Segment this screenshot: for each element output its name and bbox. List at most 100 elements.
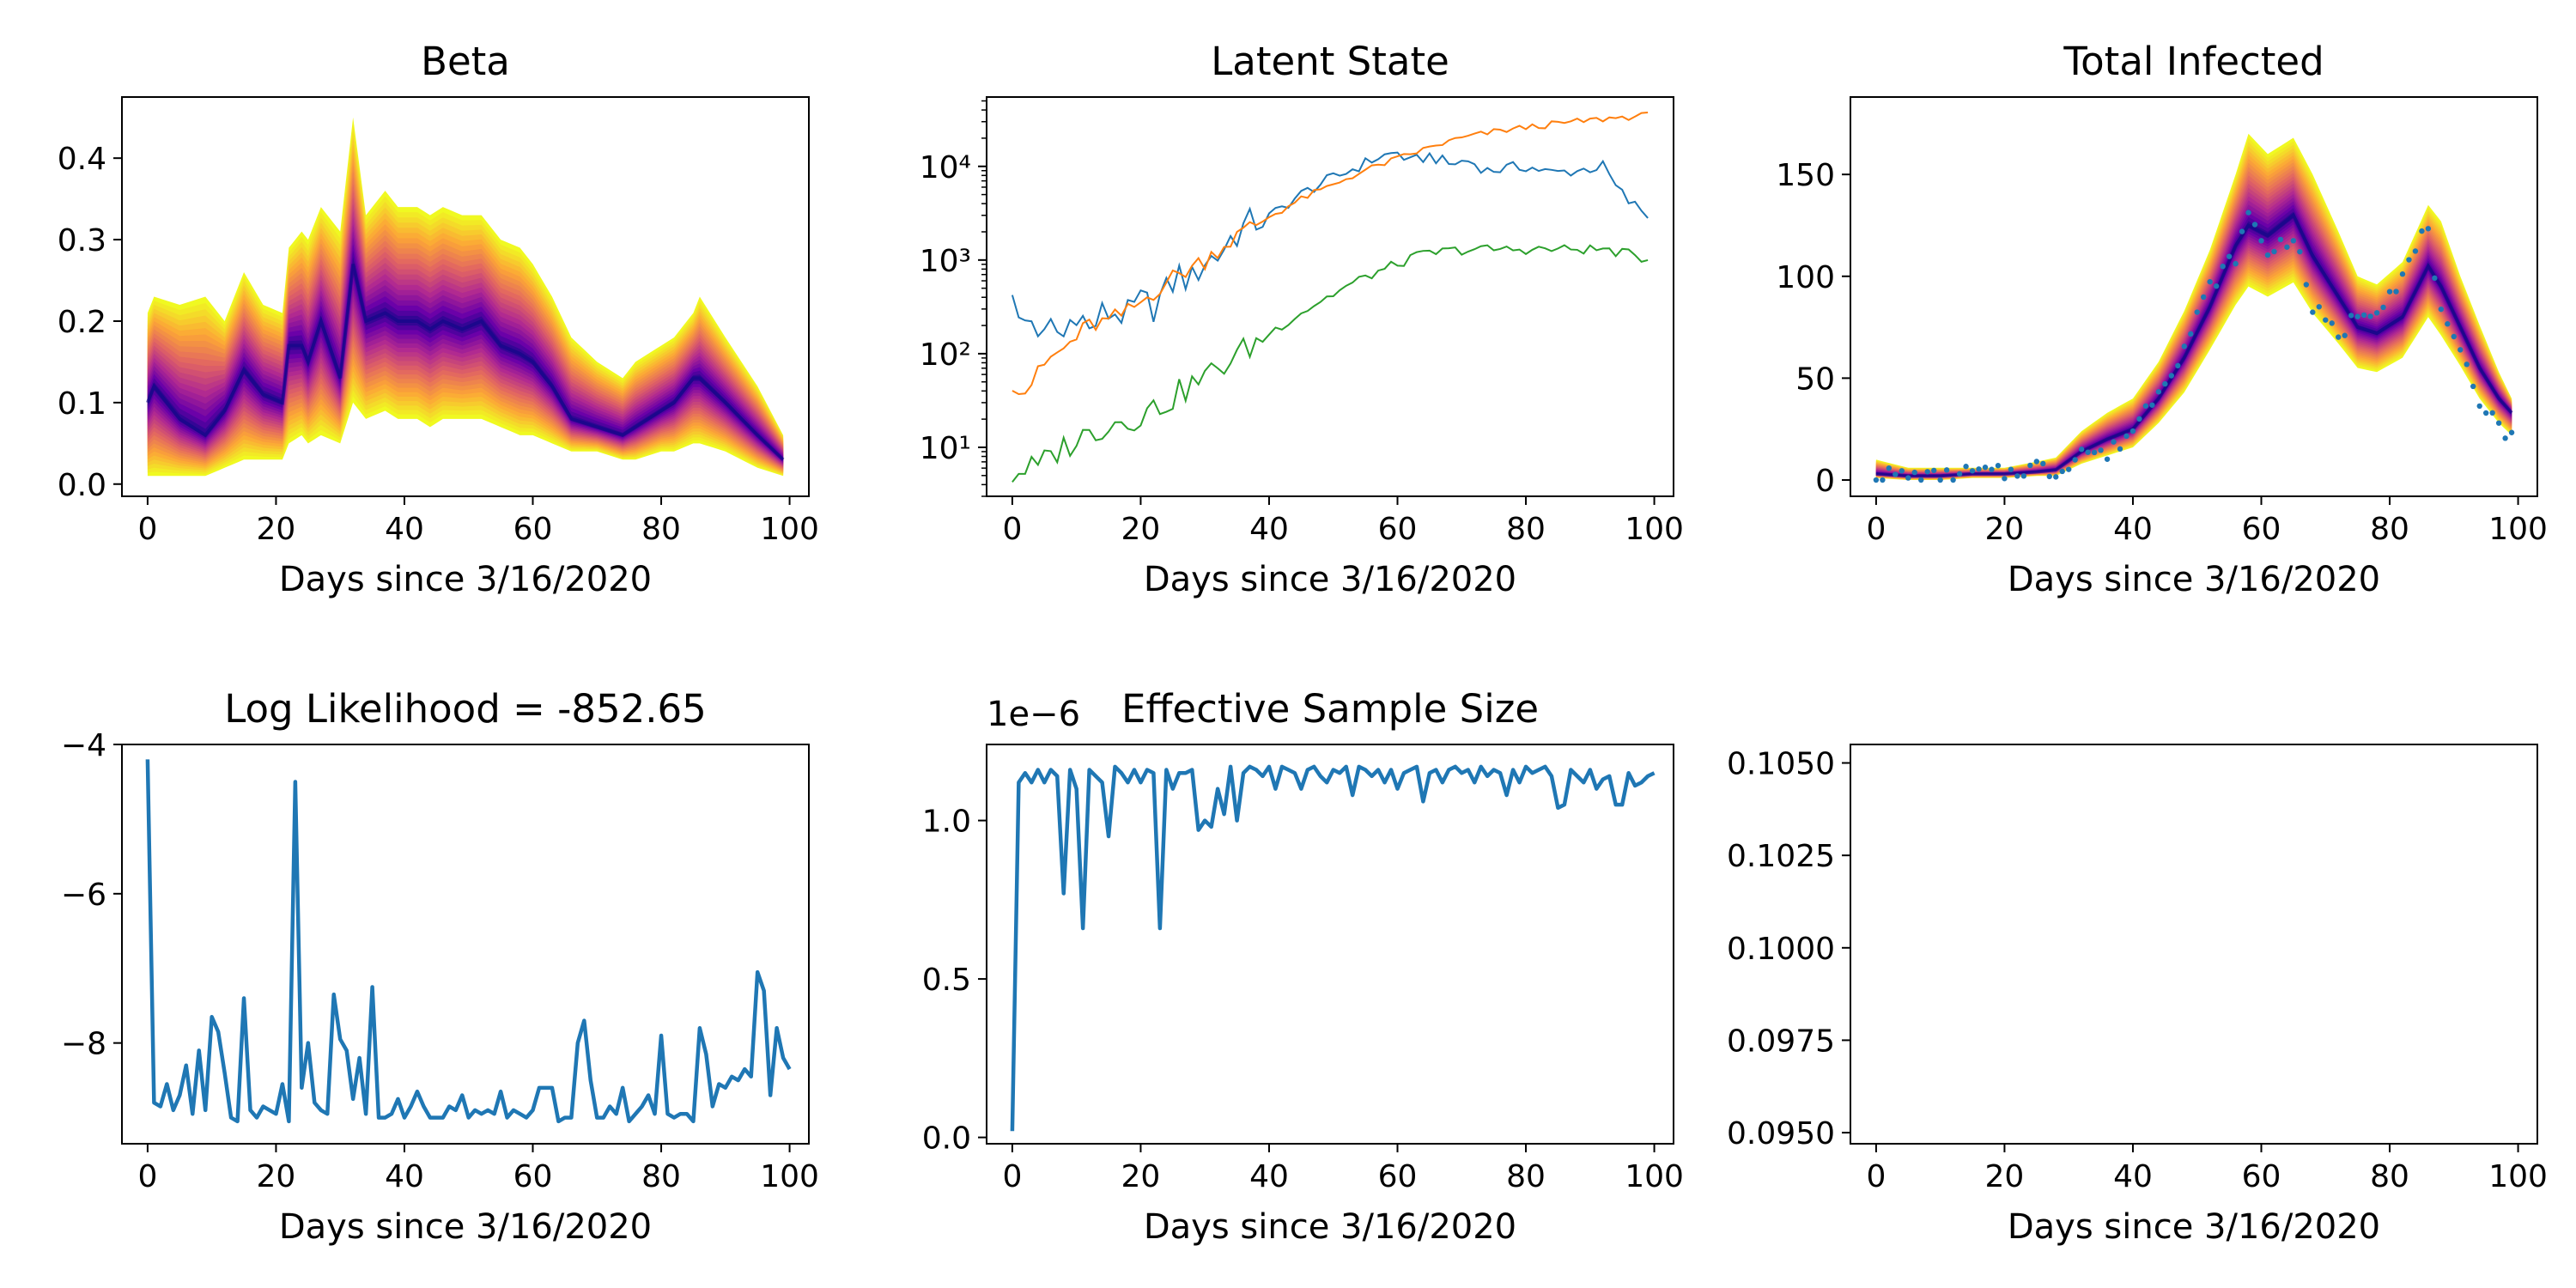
- total-infected-observed-point: [2354, 313, 2360, 319]
- log-likelihood-plot-area: [145, 759, 792, 1124]
- total-infected-observed-point: [2284, 244, 2290, 250]
- total-infected-observed-point: [2008, 466, 2014, 472]
- total-infected-observed-point: [2310, 309, 2316, 315]
- total-infected-observed-point: [2482, 410, 2489, 416]
- empty-y-tick-label: 0.1025: [1727, 839, 1835, 874]
- total-infected-observed-point: [2233, 260, 2239, 267]
- total-infected-observed-point: [1918, 477, 1924, 483]
- total-infected-x-tick-label: 20: [1985, 512, 2025, 547]
- panel-total-infected: 0 20 40 60 80 100 0 50 100 150 Days since 3/16/202…: [1776, 39, 2548, 599]
- panel-beta: 0 20 40 60 80 100 0.0 0.1 0.2 0.3 0.4 Days since 3/…: [58, 39, 819, 599]
- total-infected-observed-point: [2380, 304, 2386, 311]
- log-likelihood-x-tick-label: 0: [137, 1159, 157, 1194]
- total-infected-observed-point: [2078, 447, 2085, 453]
- total-infected-observed-point: [2464, 361, 2470, 368]
- total-infected-observed-point: [1930, 467, 1937, 474]
- total-infected-observed-point: [2002, 476, 2008, 482]
- total-infected-x-axis-label: Days since 3/16/2020: [2008, 560, 2380, 599]
- total-infected-observed-point: [2188, 331, 2194, 337]
- total-infected-x-tick-label: 0: [1866, 512, 1886, 547]
- total-infected-observed-point: [2091, 449, 2098, 456]
- total-infected-observed-point: [2258, 238, 2264, 244]
- total-infected-observed-point: [1886, 465, 1893, 471]
- total-infected-observed-point: [2329, 320, 2335, 326]
- total-infected-observed-point: [1989, 466, 1995, 472]
- total-infected-observed-point: [2201, 294, 2207, 301]
- effective-sample-size-axes-frame: [986, 744, 1674, 1145]
- log-likelihood-y-tick-label: −4: [61, 728, 106, 763]
- latent-state-series-1: [1011, 151, 1649, 338]
- total-infected-observed-point: [2239, 228, 2245, 234]
- beta-y-tick-label: 0.1: [58, 386, 106, 422]
- effective-sample-size-x-tick-label: 0: [1002, 1159, 1022, 1194]
- total-infected-observed-point: [1873, 477, 1880, 483]
- total-infected-observed-point: [2020, 473, 2027, 479]
- total-infected-observed-point: [2445, 321, 2451, 327]
- beta-x-tick-label: 40: [385, 512, 424, 547]
- total-infected-observed-point: [2316, 304, 2322, 310]
- latent-state-x-axis-label: Days since 3/16/2020: [1144, 560, 1516, 599]
- latent-state-x-tick-label: 20: [1121, 512, 1161, 547]
- total-infected-observed-point: [1899, 468, 1905, 474]
- beta-median-line: [146, 264, 785, 461]
- total-infected-observed-point: [2027, 462, 2033, 469]
- total-infected-observed-point: [2014, 473, 2020, 479]
- total-infected-observed-point: [2342, 332, 2348, 338]
- total-infected-observed-point: [2432, 275, 2438, 282]
- effective-sample-size-plot-area: [1010, 764, 1656, 1132]
- total-infected-observed-point: [2412, 248, 2419, 254]
- log-likelihood-line: [145, 759, 792, 1124]
- total-infected-x-tick-label: 80: [2370, 512, 2409, 547]
- beta-axes-frame: [121, 96, 810, 497]
- total-infected-observed-point: [2207, 278, 2213, 285]
- total-infected-observed-point: [2406, 257, 2412, 263]
- total-infected-observed-point: [2323, 317, 2329, 323]
- total-infected-observed-point: [2470, 383, 2476, 390]
- total-infected-observed-point: [2393, 289, 2399, 295]
- beta-x-tick-label: 0: [137, 512, 157, 547]
- empty-x-tick-label: 100: [2488, 1159, 2548, 1194]
- log-likelihood-x-tick-label: 40: [385, 1159, 424, 1194]
- total-infected-observed-point: [2438, 306, 2445, 313]
- total-infected-x-tick-label: 40: [2113, 512, 2153, 547]
- total-infected-observed-point: [2277, 236, 2284, 243]
- total-infected-observed-point: [2336, 334, 2342, 340]
- total-infected-observed-point: [2040, 460, 2046, 467]
- beta-plot-area: [146, 117, 785, 477]
- total-infected-observed-point: [2098, 447, 2104, 453]
- log-likelihood-x-tick-label: 60: [513, 1159, 553, 1194]
- beta-y-tick-label: 0.4: [58, 142, 106, 177]
- total-infected-y-tick-label: 100: [1776, 260, 1835, 295]
- total-infected-observed-point: [2053, 474, 2059, 480]
- beta-y-tick-label: 0.2: [58, 305, 106, 340]
- panel-empty: 0 20 40 60 80 100 0.0950 0.0975 0.1000 0.1025 0.10…: [1727, 744, 2548, 1247]
- total-infected-observed-point: [2476, 403, 2482, 410]
- latent-state-y-tick-label: 10⁴: [920, 150, 971, 185]
- log-likelihood-y-tick-label: −8: [61, 1027, 106, 1062]
- total-infected-observed-point: [2046, 473, 2052, 480]
- total-infected-observed-point: [2129, 428, 2136, 434]
- empty-y-tick-label: 0.0950: [1727, 1116, 1835, 1151]
- total-infected-x-tick-label: 60: [2242, 512, 2281, 547]
- total-infected-median-line: [1875, 212, 2513, 478]
- total-infected-y-tick-label: 0: [1815, 464, 1835, 499]
- total-infected-observed-point: [1963, 464, 1969, 470]
- total-infected-observed-point: [2104, 456, 2111, 462]
- effective-sample-size-y-tick-label: 1.0: [922, 805, 971, 840]
- total-infected-observed-point: [2386, 289, 2393, 295]
- beta-band-5: [147, 230, 784, 464]
- total-infected-observed-point: [2162, 380, 2168, 387]
- total-infected-observed-point: [2213, 283, 2220, 289]
- total-infected-observed-point: [1924, 469, 1930, 475]
- total-infected-observed-point: [2399, 271, 2406, 277]
- total-infected-observed-point: [2123, 433, 2129, 440]
- effective-sample-size-scale-offset-label: 1e−6: [987, 695, 1080, 734]
- total-infected-observed-point: [2495, 420, 2502, 426]
- total-infected-observed-point: [2194, 309, 2200, 315]
- total-infected-observed-point: [2226, 253, 2233, 259]
- empty-y-tick-label: 0.1000: [1727, 932, 1835, 967]
- total-infected-plot-area: [1873, 133, 2515, 483]
- effective-sample-size-line: [1010, 764, 1656, 1132]
- effective-sample-size-y-tick-label: 0.0: [922, 1121, 971, 1157]
- latent-state-series-3: [1012, 244, 1649, 483]
